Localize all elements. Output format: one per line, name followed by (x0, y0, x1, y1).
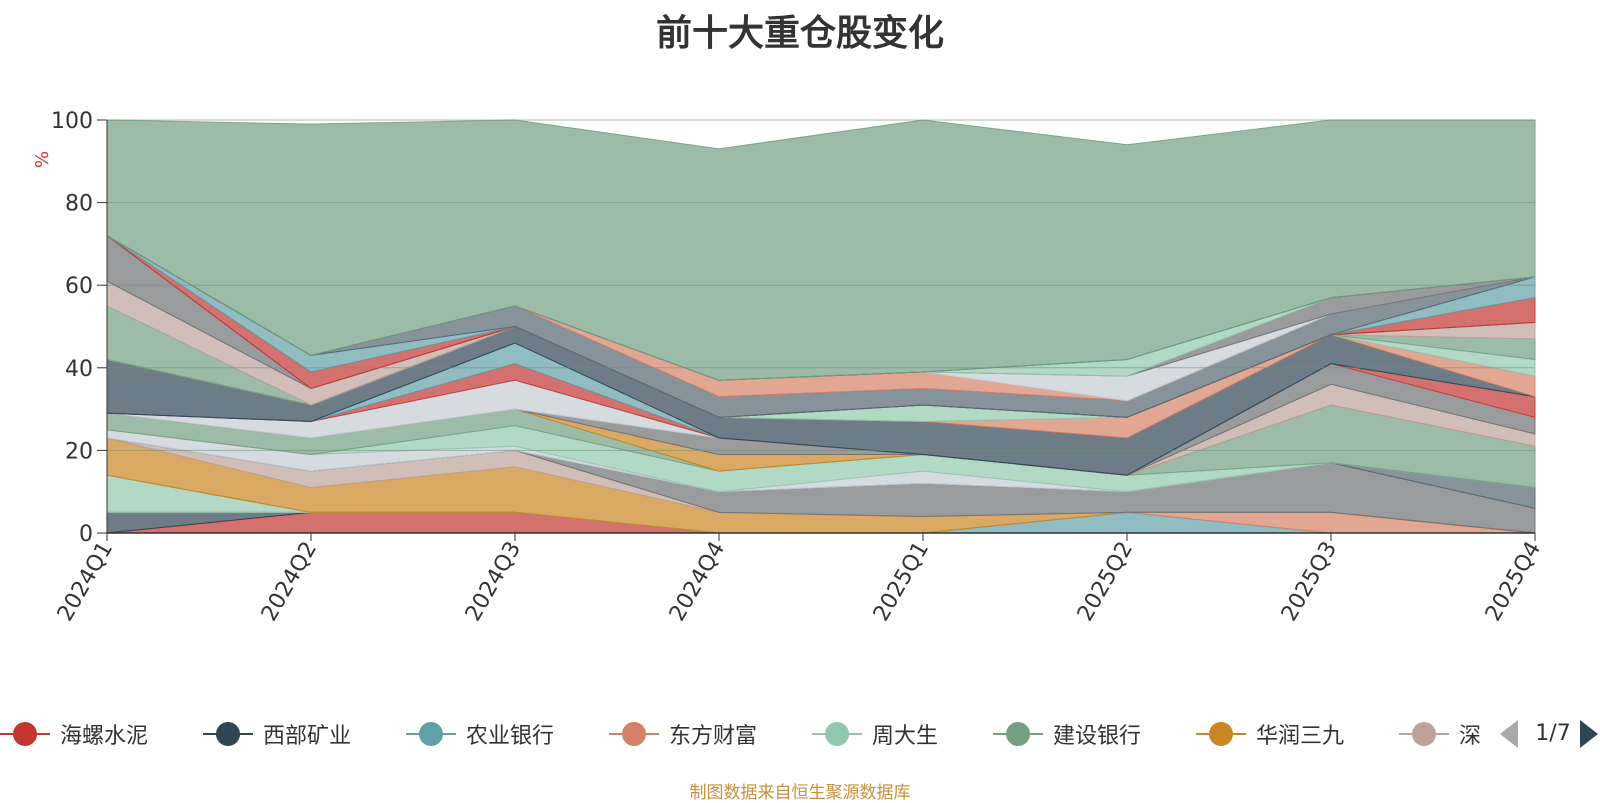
legend-marker-icon (203, 716, 253, 752)
legend-marker-icon (609, 716, 659, 752)
x-tick-label: 2025Q1 (869, 538, 934, 626)
legend-items-viewport: 海螺水泥西部矿业农业银行东方财富周大生建设银行华润三九深圳燃气宁德时代 (0, 716, 1482, 752)
area-series-33 (106, 119, 1536, 381)
legend-item-label: 海螺水泥 (60, 724, 149, 749)
legend-next-page-icon[interactable] (1580, 720, 1598, 748)
legend-item[interactable]: 农业银行 (406, 716, 554, 752)
legend-item-label: 东方财富 (669, 724, 758, 749)
legend-item-label: 西部矿业 (263, 724, 352, 749)
area-series-group (106, 119, 1536, 534)
legend-item-label: 农业银行 (466, 724, 555, 749)
legend-item-label: 深圳燃气 (1459, 724, 1482, 749)
legend-item[interactable]: 建设银行 (993, 716, 1141, 752)
legend-item-label: 周大生 (872, 724, 939, 749)
legend-item[interactable]: 海螺水泥 (0, 716, 148, 752)
legend-marker-icon (0, 716, 50, 752)
legend-item[interactable]: 周大生 (812, 716, 938, 752)
legend-item[interactable]: 东方财富 (609, 716, 757, 752)
legend-item-label: 华润三九 (1256, 724, 1345, 749)
legend-item[interactable]: 华润三九 (1196, 716, 1344, 752)
y-axis-unit-label: % (32, 151, 53, 168)
source-note: 制图数据来自恒生聚源数据库 (689, 783, 911, 803)
x-tick-label: 2025Q2 (1073, 538, 1138, 626)
x-tick-label: 2024Q4 (665, 538, 730, 626)
legend-page-indicator: 1/7 (1535, 721, 1571, 746)
y-tick-label: 0 (79, 522, 93, 547)
legend-marker-icon (993, 716, 1043, 752)
legend-prev-page-icon[interactable] (1500, 720, 1518, 748)
y-tick-label: 80 (65, 192, 93, 217)
x-tick-label: 2025Q3 (1277, 538, 1342, 626)
legend-item[interactable]: 西部矿业 (203, 716, 351, 752)
y-tick-label: 20 (65, 439, 93, 464)
x-tick-label: 2024Q3 (461, 538, 526, 626)
x-tick-label: 2024Q2 (257, 538, 322, 626)
y-tick-label: 40 (65, 357, 93, 382)
stacked-area-chart: 0 20 40 60 80 100 2024Q1 2024Q2 2024Q3 2024Q4 2025… (32, 109, 1546, 626)
chart-title: 前十大重仓股变化 (655, 13, 944, 54)
y-tick-label: 100 (51, 109, 93, 134)
legend-item-label: 建设银行 (1053, 724, 1142, 749)
x-tick-label: 2024Q1 (53, 538, 118, 626)
legend-item[interactable]: 深圳燃气 (1399, 716, 1482, 752)
legend-marker-icon (406, 716, 456, 752)
legend: 海螺水泥西部矿业农业银行东方财富周大生建设银行华润三九深圳燃气宁德时代 1/7 (0, 716, 1600, 752)
legend-marker-icon (1399, 716, 1449, 752)
legend-marker-icon (812, 716, 862, 752)
x-tick-label: 2025Q4 (1481, 538, 1546, 626)
legend-marker-icon (1196, 716, 1246, 752)
y-tick-label: 60 (65, 274, 93, 299)
